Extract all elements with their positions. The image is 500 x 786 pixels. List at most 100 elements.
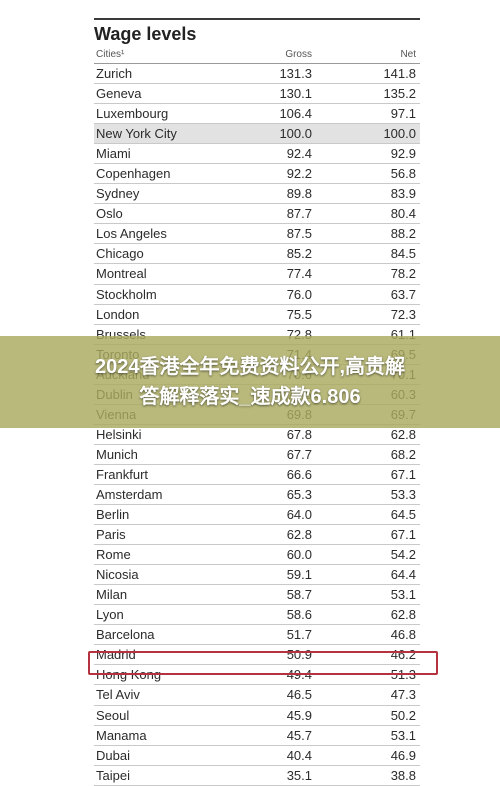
- cell-city: Barcelona: [96, 627, 155, 643]
- cell-gross: 59.1: [286, 567, 312, 583]
- cell-city: Montreal: [96, 266, 147, 282]
- cell-net: 135.2: [383, 86, 416, 102]
- cell-gross: 66.6: [286, 466, 312, 482]
- table-top-rule: [94, 18, 420, 20]
- table-title: Wage levels: [94, 24, 197, 44]
- cell-gross: 45.7: [286, 727, 312, 743]
- cell-net: 62.8: [390, 607, 416, 623]
- table-row: Lyon 58.6 62.8: [94, 605, 420, 626]
- cell-gross: 106.4: [279, 106, 312, 122]
- table-row: Munich 67.7 68.2: [94, 445, 420, 465]
- header-gross: Gross: [285, 49, 312, 60]
- table-row: Seoul 45.9 50.2: [94, 706, 420, 726]
- cell-city: Copenhagen: [96, 166, 171, 182]
- cell-gross: 87.7: [286, 206, 312, 222]
- cell-gross: 85.2: [286, 246, 312, 262]
- cell-gross: 62.8: [286, 527, 312, 543]
- cell-net: 46.9: [390, 747, 416, 763]
- cell-city: Los Angeles: [96, 226, 167, 242]
- cell-net: 141.8: [383, 66, 416, 81]
- table-row: Miami 92.4 92.9: [94, 144, 420, 165]
- table-row: Helsinki 67.8 62.8: [94, 425, 420, 445]
- cell-net: 97.1: [390, 106, 416, 122]
- cell-net: 92.9: [390, 146, 416, 162]
- cell-city: Stockholm: [96, 286, 157, 302]
- cell-city: Taipei: [96, 767, 130, 783]
- cell-city: Nicosia: [96, 567, 139, 583]
- table-row: Los Angeles 87.5 88.2: [94, 224, 420, 245]
- cell-gross: 40.4: [286, 747, 312, 763]
- cell-gross: 45.9: [286, 707, 312, 723]
- cell-gross: 76.0: [286, 286, 312, 302]
- cell-net: 83.9: [390, 186, 416, 202]
- cell-net: 72.3: [390, 306, 416, 322]
- overlay-banner[interactable]: 2024香港全年免费资料公开,高贵解 答解释落实_速成款6.806: [0, 336, 500, 428]
- banner-line-1: 2024香港全年免费资料公开,高贵解: [94, 356, 406, 378]
- cell-gross: 130.1: [279, 86, 312, 102]
- cell-gross: 77.4: [286, 266, 312, 282]
- cell-gross: 46.5: [286, 687, 312, 703]
- cell-city: Manama: [96, 727, 147, 743]
- cell-net: 62.8: [390, 426, 416, 442]
- table-row: Milan 58.7 53.1: [94, 585, 420, 606]
- table-row: Amsterdam 65.3 53.3: [94, 485, 420, 506]
- cell-city: New York City: [96, 126, 177, 142]
- cell-net: 68.2: [390, 446, 416, 462]
- table-header-row: Cities¹ Gross Net: [94, 49, 420, 64]
- cell-city: Oslo: [96, 206, 123, 222]
- table-row: Frankfurt 66.6 67.1: [94, 465, 420, 485]
- table-row: Berlin 64.0 64.5: [94, 505, 420, 526]
- cell-gross: 100.0: [279, 126, 312, 142]
- cell-gross: 58.7: [286, 587, 312, 603]
- cell-gross: 58.6: [286, 607, 312, 623]
- cell-city: London: [96, 306, 140, 322]
- cell-city: Milan: [96, 587, 128, 603]
- cell-net: 46.8: [390, 627, 416, 643]
- table-row: London 75.5 72.3: [94, 305, 420, 325]
- cell-net: 53.1: [390, 727, 416, 743]
- cell-gross: 35.1: [286, 767, 312, 783]
- cell-gross: 67.7: [286, 446, 312, 462]
- cell-gross: 60.0: [286, 547, 312, 563]
- table-row: Dubai 40.4 46.9: [94, 746, 420, 766]
- cell-city: Lyon: [96, 607, 124, 623]
- cell-net: 64.4: [390, 567, 416, 583]
- cell-gross: 92.4: [286, 146, 312, 162]
- table-row: Copenhagen 92.2 56.8: [94, 164, 420, 185]
- cell-city: Amsterdam: [96, 486, 163, 502]
- cell-city: Paris: [96, 527, 126, 543]
- cell-city: Munich: [96, 446, 138, 462]
- table-row: Manama 45.7 53.1: [94, 726, 420, 746]
- cell-gross: 51.7: [286, 627, 312, 643]
- cell-net: 53.3: [390, 486, 416, 502]
- table-row: Geneva 130.1 135.2: [94, 84, 420, 105]
- table-row: Tel Aviv 46.5 47.3: [94, 685, 420, 706]
- cell-net: 67.1: [390, 527, 416, 543]
- cell-city: Frankfurt: [96, 466, 149, 482]
- cell-city: Geneva: [96, 86, 142, 102]
- cell-net: 54.2: [390, 547, 416, 563]
- cell-net: 63.7: [390, 286, 416, 302]
- cell-gross: 75.5: [286, 306, 312, 322]
- cell-net: 38.8: [390, 767, 416, 783]
- hong-kong-highlight-box: [88, 651, 438, 675]
- table-row: New York City 100.0 100.0: [94, 124, 420, 145]
- table-row: Rome 60.0 54.2: [94, 545, 420, 566]
- table-row: Barcelona 51.7 46.8: [94, 625, 420, 646]
- cell-city: Chicago: [96, 246, 144, 262]
- cell-city: Miami: [96, 146, 131, 162]
- cell-net: 47.3: [390, 687, 416, 703]
- table-row: Chicago 85.2 84.5: [94, 244, 420, 265]
- cell-gross: 131.3: [279, 66, 312, 81]
- cell-gross: 92.2: [286, 166, 312, 182]
- cell-gross: 67.8: [286, 426, 312, 442]
- cell-net: 100.0: [383, 126, 416, 142]
- cell-city: Sydney: [96, 186, 140, 202]
- cell-net: 88.2: [390, 226, 416, 242]
- cell-gross: 64.0: [286, 507, 312, 523]
- cell-net: 84.5: [390, 246, 416, 262]
- cell-gross: 87.5: [286, 226, 312, 242]
- table-row: Zurich 131.3 141.8: [94, 64, 420, 85]
- table-row: Montreal 77.4 78.2: [94, 264, 420, 285]
- cell-gross: 65.3: [286, 486, 312, 502]
